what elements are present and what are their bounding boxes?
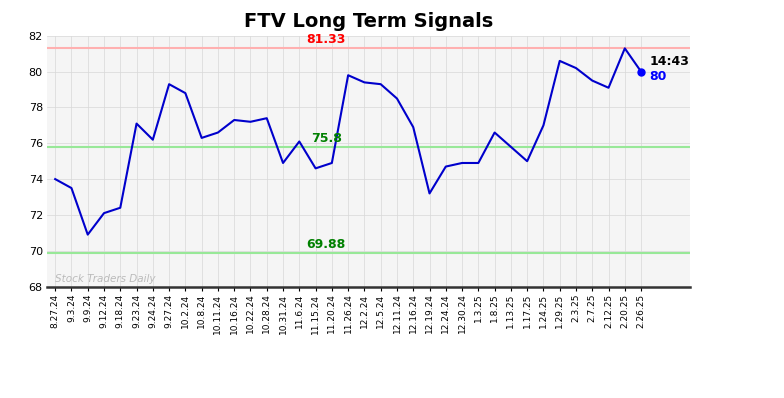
Text: 81.33: 81.33 (307, 33, 346, 46)
Text: 75.8: 75.8 (310, 132, 342, 145)
Text: 80: 80 (649, 70, 666, 83)
Text: 69.88: 69.88 (307, 238, 346, 251)
Title: FTV Long Term Signals: FTV Long Term Signals (244, 12, 493, 31)
Text: Stock Traders Daily: Stock Traders Daily (56, 274, 156, 284)
Text: 14:43: 14:43 (649, 55, 689, 68)
